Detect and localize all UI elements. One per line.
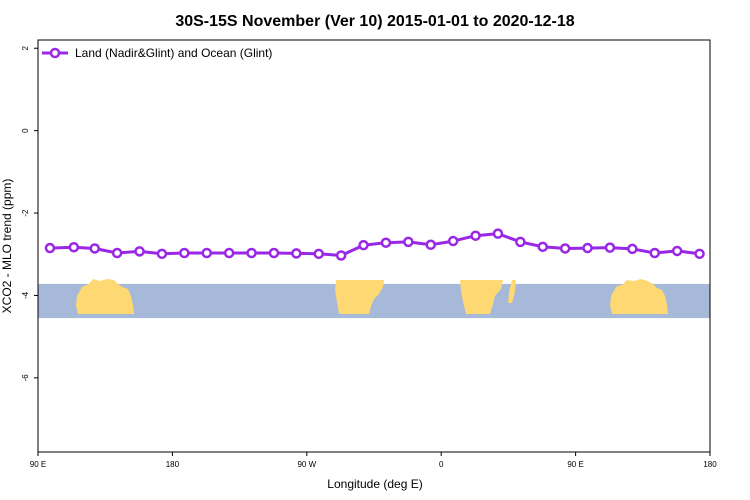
data-point — [268, 247, 280, 259]
x-tick-label: 90 E — [567, 460, 583, 469]
map-land — [76, 279, 134, 314]
series-layer — [44, 228, 705, 261]
data-point — [111, 247, 123, 259]
y-tick-label: -2 — [21, 209, 30, 217]
legend-marker — [49, 47, 61, 59]
data-point — [313, 248, 324, 260]
map-band — [38, 279, 710, 319]
data-point — [559, 243, 571, 254]
map-land — [610, 279, 668, 314]
legend-label: Land (Nadir&Glint) and Ocean (Glint) — [75, 46, 272, 60]
data-point — [470, 230, 481, 241]
data-point — [68, 241, 80, 253]
data-point — [156, 248, 168, 260]
series-line — [49, 232, 700, 257]
y-tick-label: -6 — [21, 374, 30, 382]
map-land — [460, 280, 503, 314]
data-point — [201, 247, 212, 259]
chart-title: 30S-15S November (Ver 10) 2015-01-01 to … — [175, 13, 574, 30]
y-tick-label: 2 — [21, 45, 30, 50]
y-axis: 2 0 -2 -4 -6 — [21, 45, 38, 381]
data-point — [403, 236, 414, 248]
data-point — [627, 243, 638, 255]
data-point — [492, 228, 504, 239]
data-point — [515, 236, 526, 248]
y-tick-label: 0 — [21, 128, 30, 133]
x-axis: 90 E 180 90 W 0 90 E 180 — [30, 452, 717, 469]
x-tick-label: 180 — [166, 460, 180, 469]
data-point — [44, 242, 56, 254]
data-point — [89, 243, 100, 254]
plot-frame — [37, 39, 711, 453]
x-axis-label: Longitude (deg E) — [327, 477, 422, 491]
map-land — [335, 280, 384, 314]
map-land — [508, 280, 516, 303]
x-tick-label: 180 — [703, 460, 717, 469]
y-tick-label: -4 — [21, 291, 30, 299]
data-point — [604, 242, 616, 253]
data-point — [425, 239, 436, 251]
data-point — [179, 247, 190, 259]
data-point — [134, 246, 145, 257]
data-point — [380, 237, 392, 248]
legend: Land (Nadir&Glint) and Ocean (Glint) — [42, 46, 272, 60]
y-axis-label: XCO2 - MLO trend (ppm) — [0, 179, 14, 314]
data-point — [246, 247, 257, 259]
data-point — [223, 247, 235, 259]
data-point — [582, 242, 593, 254]
data-point — [537, 241, 548, 253]
x-tick-label: 0 — [439, 460, 444, 469]
data-point — [358, 239, 369, 251]
data-point — [649, 247, 660, 259]
data-point — [694, 248, 705, 260]
data-point — [291, 248, 302, 259]
x-tick-label: 90 E — [30, 460, 46, 469]
data-point — [335, 250, 347, 261]
x-tick-label: 90 W — [297, 460, 316, 469]
data-point — [447, 235, 459, 247]
data-point — [671, 245, 683, 257]
